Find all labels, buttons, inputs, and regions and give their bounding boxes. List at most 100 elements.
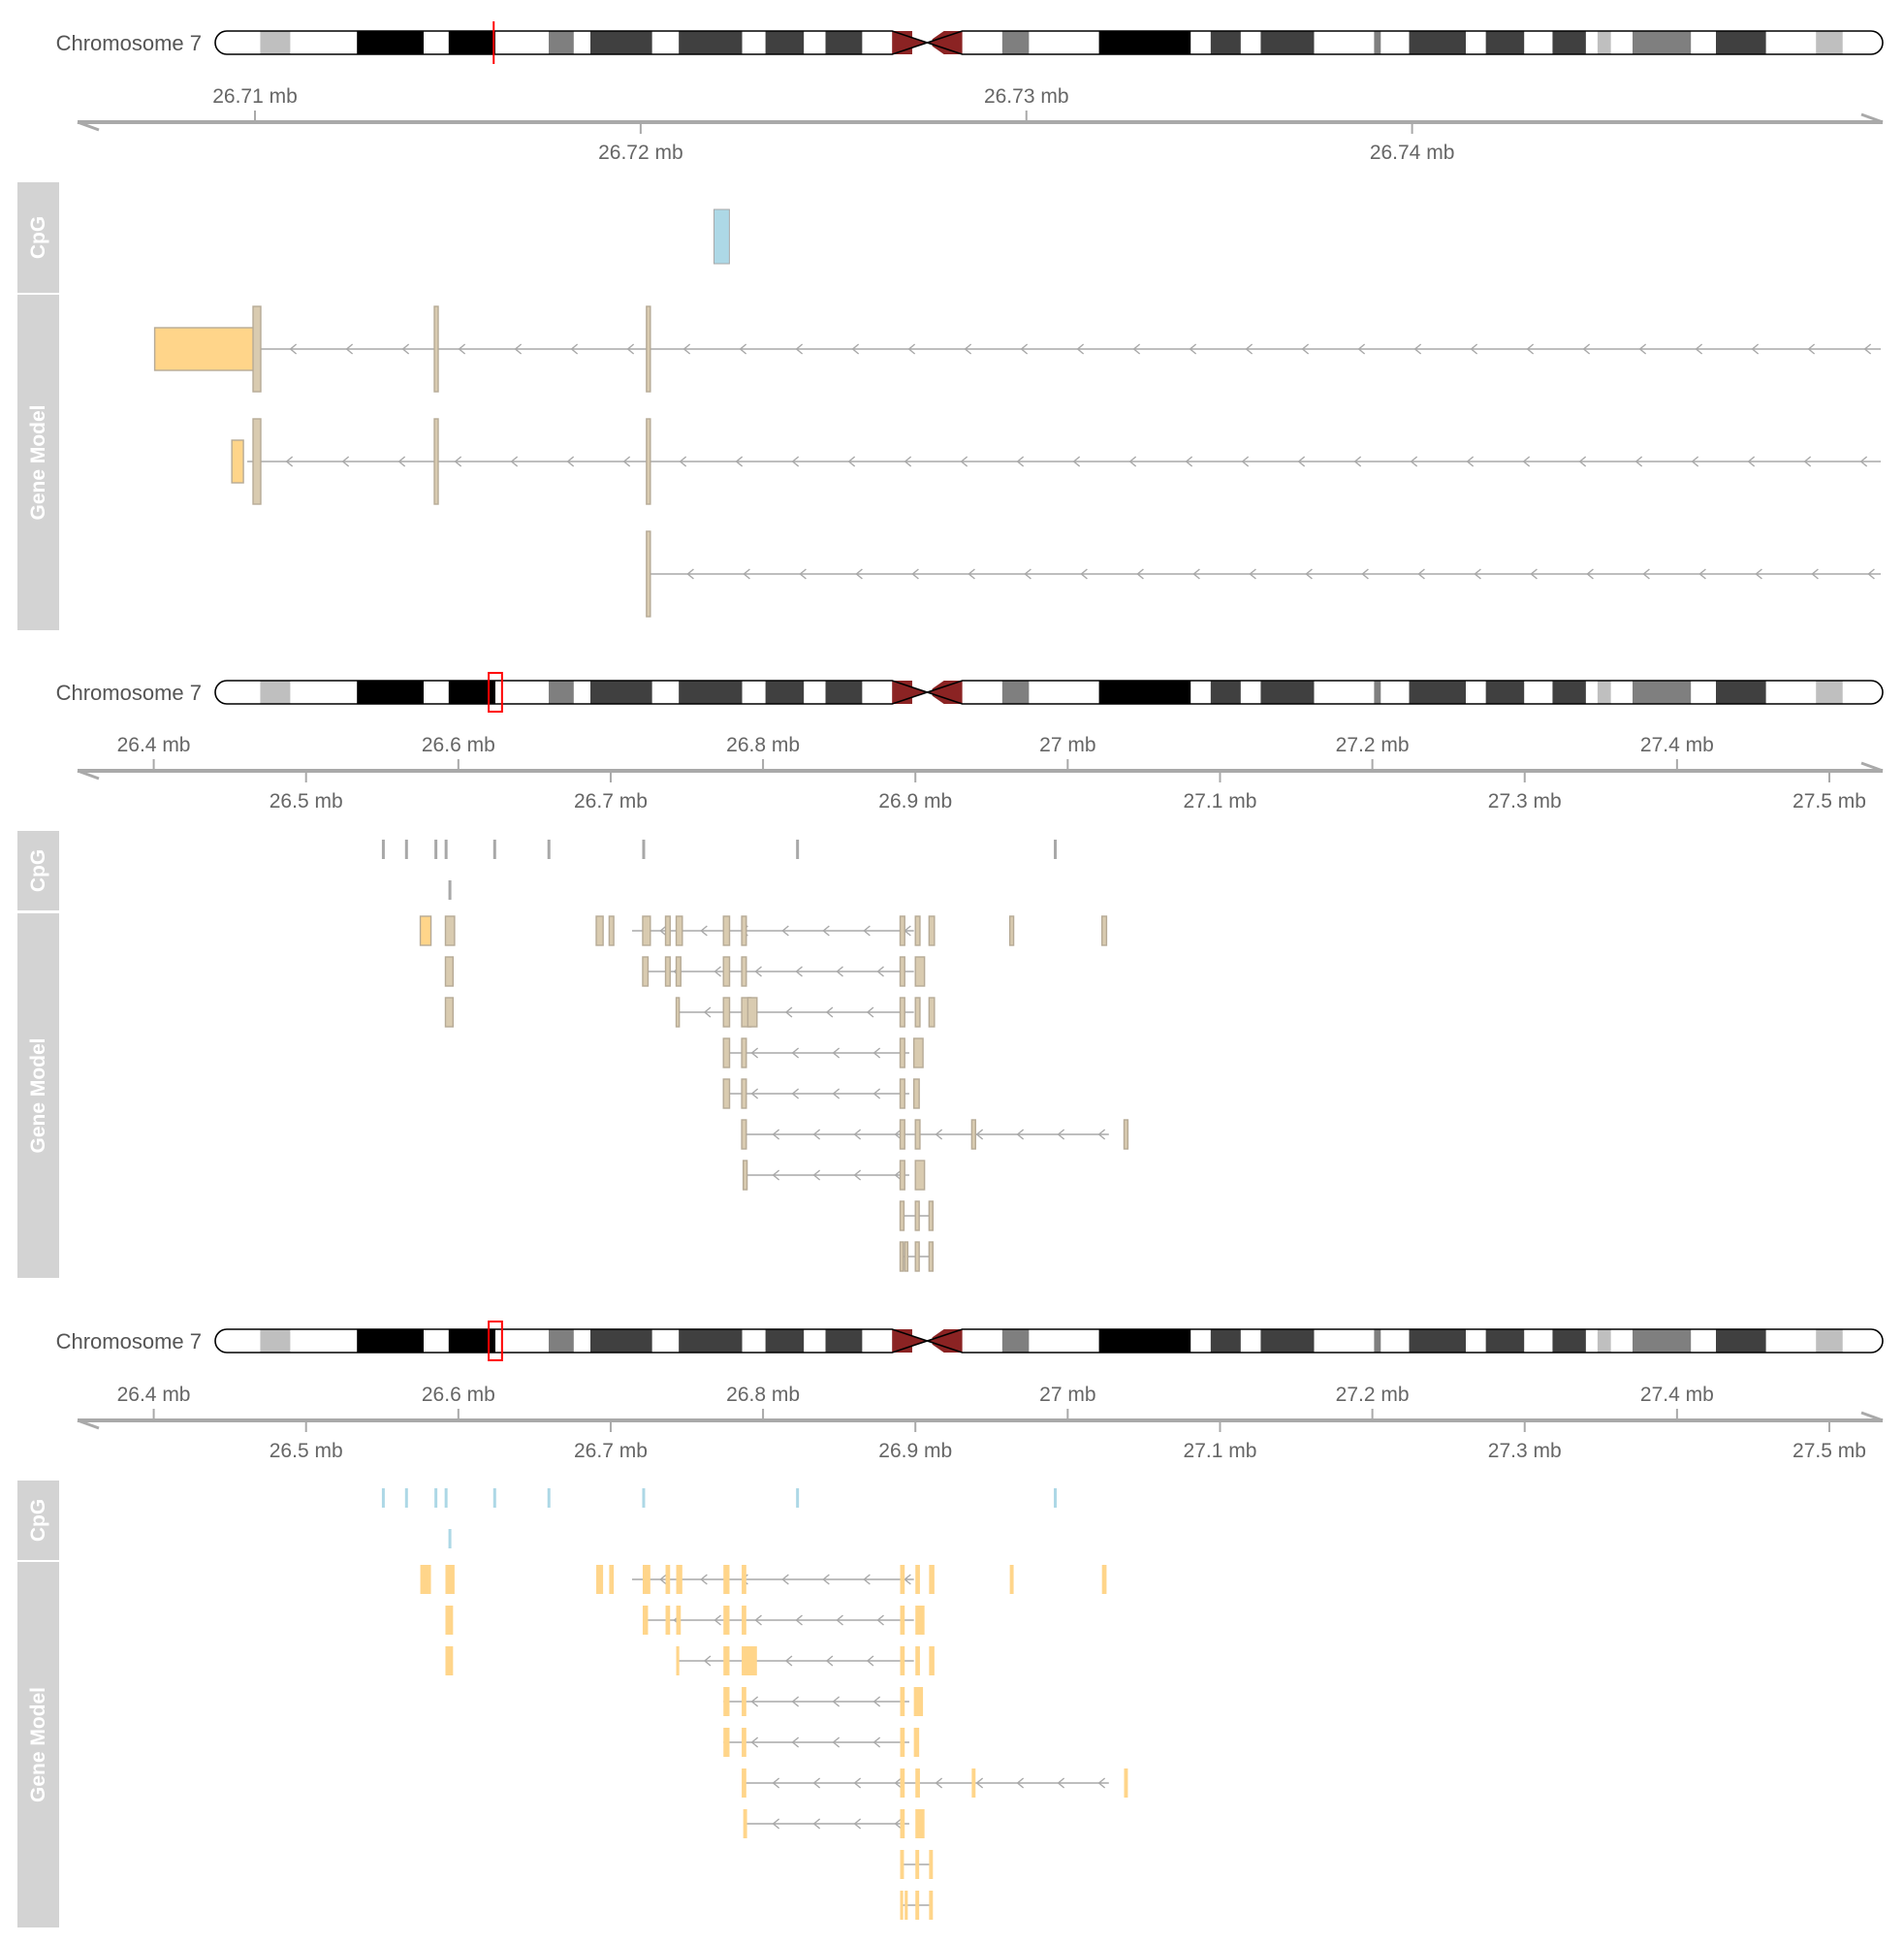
ideogram-band [1241,1329,1261,1353]
exon [929,1891,933,1920]
exon [1102,916,1107,945]
ideogram-band [743,681,767,704]
ideogram-band [1486,31,1525,54]
ideogram-band [743,1329,767,1353]
ideogram-band [215,681,261,704]
ideogram-band [357,681,424,704]
cpg-island [382,840,385,859]
ideogram-band [804,681,826,704]
exon [723,916,729,945]
ideogram-band [1410,681,1458,704]
ideogram-band [1816,31,1843,54]
exon [901,1891,904,1920]
ideogram-band [549,31,574,54]
exon [1124,1120,1127,1149]
exon [901,1687,905,1716]
exon [677,1646,680,1675]
ideogram-band [1586,31,1599,54]
cpg-island [449,880,452,900]
ideogram-band [1410,1329,1458,1353]
gene-model-track [421,916,1128,1271]
transcript [901,1891,934,1920]
exon [742,1768,746,1798]
cpg-track-title: CpG [27,216,49,259]
ideogram-band [1241,31,1261,54]
chromosome-ideogram: Chromosome 7 [56,673,1884,712]
exon [901,1768,905,1798]
ideogram-band [1099,1329,1191,1353]
exon [915,1201,919,1230]
exon [643,1606,648,1635]
ideogram-band [495,1329,550,1353]
axis-tick-label: 26.7 mb [574,1440,648,1462]
axis-tick-label: 27.3 mb [1488,1440,1562,1462]
exon [723,1565,729,1594]
ideogram-band [1029,31,1099,54]
ideogram-band [862,681,892,704]
exon [915,1768,920,1798]
ideogram-band [495,31,550,54]
ideogram-band [1380,31,1410,54]
exon [723,957,729,986]
ideogram-bands [215,1329,1884,1353]
axis-tick-label: 26.73 mb [984,85,1069,108]
ideogram-band [1260,681,1315,704]
ideogram-band [1260,1329,1315,1353]
exon [723,1038,729,1067]
transcript [742,1768,1127,1798]
utr-exon [232,440,243,483]
ideogram-band [1211,681,1241,704]
axis-tick-label: 26.7 mb [574,790,648,812]
transcript [445,998,934,1027]
ideogram-band [679,1329,743,1353]
exon [1010,916,1014,945]
ideogram-band [215,1329,261,1353]
ideogram-band [1843,681,1884,704]
ideogram-band [357,1329,424,1353]
ideogram-band [826,31,863,54]
exon [901,1850,904,1879]
ideogram-band [574,681,591,704]
cpg-island [445,840,448,859]
ideogram-band [574,31,591,54]
ideogram-band [424,681,449,704]
exon [723,1606,729,1635]
utr-exon [421,916,431,945]
ideogram-band [260,31,290,54]
cpg-island [642,1488,645,1508]
axis-tick-label: 26.9 mb [878,790,952,812]
cpg-island [445,1488,448,1508]
ideogram-band [260,681,290,704]
exon [915,1646,920,1675]
ideogram-band [290,31,357,54]
ideogram-band [1524,1329,1553,1353]
exon [609,916,614,945]
exon [445,1565,454,1594]
exon [901,1809,905,1838]
exon [643,916,651,945]
exon [666,957,671,986]
exon [742,916,746,945]
ideogram-band [495,681,550,704]
ideogram-band [357,31,424,54]
axis-tick-label: 27.5 mb [1793,1440,1866,1462]
transcript [901,1242,934,1271]
cpg-island [548,1488,551,1508]
exon [901,1565,905,1594]
ideogram-band [766,31,805,54]
exon [677,1565,682,1594]
exon [742,957,746,986]
ideogram-band [1598,681,1611,704]
exon [742,1565,746,1594]
ideogram-band [652,1329,680,1353]
exon [677,1606,682,1635]
ideogram-band [1766,1329,1817,1353]
exon [253,306,261,392]
cpg-island [796,840,799,859]
ideogram-band [1586,1329,1599,1353]
ideogram-band [1374,681,1380,704]
transcript [744,1161,925,1190]
cpg-island [1054,1488,1057,1508]
exon [744,1161,747,1190]
exon [677,916,682,945]
